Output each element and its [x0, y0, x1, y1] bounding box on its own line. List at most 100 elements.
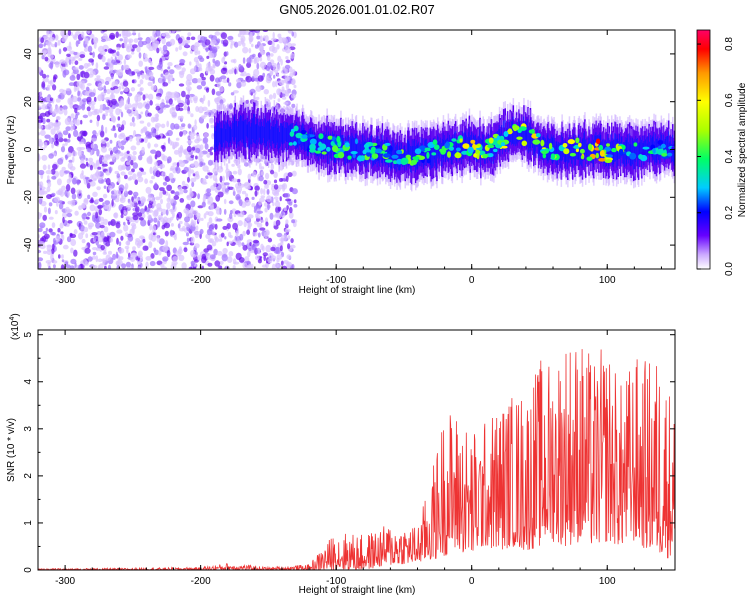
ridge-core: [263, 126, 266, 148]
noise-speckle: [100, 139, 107, 145]
noise-speckle: [161, 33, 166, 37]
noise-speckle: [75, 86, 80, 91]
ridge-core: [482, 134, 484, 160]
noise-speckle: [39, 71, 43, 76]
ridge-core: [555, 141, 558, 161]
ridge-core: [612, 138, 615, 168]
noise-speckle: [249, 88, 256, 94]
noise-speckle: [109, 237, 114, 243]
noise-speckle: [145, 103, 150, 110]
ridge-peak: [426, 158, 431, 164]
noise-speckle: [108, 250, 112, 255]
noise-speckle: [38, 66, 42, 74]
noise-speckle: [84, 247, 91, 254]
noise-speckle: [181, 262, 187, 269]
noise-speckle: [175, 250, 182, 257]
noise-speckle: [59, 222, 64, 229]
ridge-core: [289, 125, 291, 147]
noise-speckle: [209, 74, 215, 82]
ridge-core: [442, 132, 445, 159]
noise-speckle: [272, 92, 277, 100]
ridge-core: [224, 120, 227, 141]
noise-speckle: [232, 258, 237, 265]
noise-speckle: [138, 32, 141, 39]
ridge-core: [344, 141, 346, 165]
noise-speckle: [115, 108, 121, 116]
ridge-core: [215, 130, 217, 152]
ridge-core: [586, 144, 589, 161]
ridge-peak: [385, 159, 393, 163]
noise-speckle: [66, 212, 73, 218]
noise-speckle: [153, 143, 159, 148]
noise-speckle: [83, 62, 89, 69]
noise-speckle: [183, 149, 187, 155]
ridge-core: [489, 142, 491, 161]
noise-speckle: [266, 55, 271, 62]
ridge-core: [350, 138, 353, 163]
noise-speckle: [237, 220, 243, 227]
y-tick-label: 5: [23, 331, 34, 337]
noise-speckle: [167, 91, 173, 96]
noise-speckle: [57, 94, 62, 99]
noise-speckle: [186, 145, 192, 153]
ridge-peak: [667, 152, 673, 157]
noise-speckle: [128, 175, 134, 181]
ridge-core: [270, 129, 272, 147]
ridge-core: [493, 133, 496, 158]
ridge-core: [513, 127, 515, 146]
noise-speckle: [64, 117, 71, 126]
noise-speckle: [69, 166, 76, 171]
noise-speckle: [291, 43, 296, 47]
ridge-core: [644, 135, 646, 158]
noise-speckle: [207, 159, 213, 166]
noise-speckle: [60, 146, 66, 153]
noise-speckle: [89, 164, 93, 171]
ridge-core: [227, 119, 229, 143]
noise-speckle: [274, 80, 278, 88]
noise-speckle: [256, 217, 260, 222]
noise-speckle: [124, 174, 128, 180]
noise-speckle: [144, 93, 149, 99]
noise-speckle: [100, 231, 105, 239]
noise-speckle: [97, 166, 102, 170]
ridge-peak: [412, 156, 420, 160]
ridge-core: [617, 138, 619, 166]
ridge-core: [267, 120, 269, 142]
ridge-peak: [567, 139, 575, 145]
noise-speckle: [179, 198, 185, 203]
ridge-core: [438, 141, 441, 163]
noise-speckle: [38, 140, 43, 148]
noise-speckle: [96, 119, 100, 127]
noise-speckle: [76, 179, 80, 186]
noise-speckle: [258, 200, 263, 206]
noise-speckle: [46, 249, 52, 255]
noise-speckle: [59, 59, 66, 64]
noise-speckle: [142, 94, 146, 101]
noise-speckle: [61, 166, 66, 171]
noise-speckle: [195, 155, 198, 160]
noise-speckle: [283, 101, 289, 105]
noise-speckle: [99, 216, 105, 222]
noise-speckle: [181, 225, 186, 232]
noise-speckle: [225, 168, 230, 175]
noise-speckle: [190, 177, 197, 183]
noise-speckle: [42, 231, 48, 235]
noise-speckle: [186, 232, 189, 237]
snr-multiplier-base: (x10: [10, 320, 21, 340]
noise-speckle: [177, 186, 183, 192]
noise-speckle: [125, 136, 130, 141]
noise-speckle: [97, 237, 105, 243]
noise-speckle: [195, 212, 201, 218]
noise-speckle: [137, 241, 143, 247]
noise-speckle: [254, 185, 260, 191]
ridge-core: [282, 126, 284, 152]
noise-speckle: [203, 132, 209, 138]
ridge-core: [424, 140, 426, 166]
noise-speckle: [148, 66, 155, 70]
noise-speckle: [46, 244, 52, 248]
noise-speckle: [136, 259, 141, 266]
noise-speckle: [68, 82, 75, 86]
noise-speckle: [255, 30, 260, 33]
ridge-core: [609, 146, 611, 163]
